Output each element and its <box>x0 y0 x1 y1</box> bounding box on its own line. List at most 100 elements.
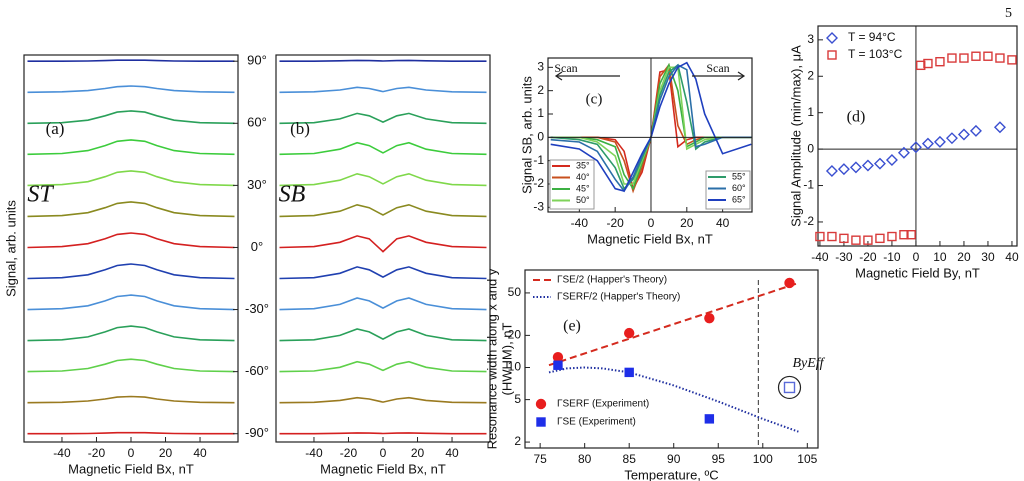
point <box>851 235 861 245</box>
point <box>861 159 874 172</box>
point <box>899 230 909 240</box>
point <box>906 230 916 240</box>
y-tick-label: 10 <box>508 360 522 374</box>
y-tick-label: -1 <box>803 178 814 192</box>
point <box>623 327 635 339</box>
point <box>783 381 796 394</box>
x-tick-label: -20 <box>859 250 877 264</box>
y-tick-label: -60° <box>245 363 269 378</box>
y-tick-label: 30° <box>247 177 267 192</box>
point <box>995 53 1005 63</box>
y-tick-label: 3 <box>537 60 544 74</box>
annotation: SB <box>279 182 306 208</box>
point <box>935 56 945 67</box>
series-line <box>27 358 235 373</box>
point <box>933 135 946 148</box>
y-tick-label: 2 <box>514 434 521 448</box>
x-tick-label: 40 <box>716 216 730 230</box>
y-tick-label: 60° <box>247 115 267 130</box>
x-axis-label: Magnetic Field Bx, nT <box>68 461 194 476</box>
point <box>704 312 715 324</box>
y-axis-label: Signal SB, arb. units <box>519 76 534 194</box>
series-line <box>27 110 235 125</box>
annotation: ST <box>27 182 54 208</box>
point <box>969 124 982 137</box>
annotation: (b) <box>290 119 310 138</box>
x-tick-label: 0 <box>648 216 655 230</box>
annotation: ByEff <box>792 356 825 371</box>
y-tick-label: 1 <box>537 106 544 120</box>
series-line <box>279 203 487 218</box>
series-line <box>27 85 235 94</box>
annotation: Scan <box>554 61 577 75</box>
point <box>535 398 547 410</box>
x-tick-label: 95 <box>712 452 726 466</box>
x-axis-label: Magnetic Field Bx, nT <box>587 231 713 246</box>
page-number: 5 <box>1005 6 1012 21</box>
legend-label: 35° <box>576 160 590 170</box>
x-tick-label: 20 <box>957 250 971 264</box>
point <box>784 277 795 289</box>
x-axis-label: Temperature, ºC <box>624 467 718 481</box>
annotation: Scan <box>706 61 729 75</box>
scan-arrow <box>554 71 620 81</box>
legend-label: T = 94°C <box>848 30 896 44</box>
point <box>947 53 957 63</box>
y-tick-label: -30° <box>245 301 269 316</box>
point <box>624 367 634 378</box>
plot-frame <box>275 54 491 443</box>
x-axis-label: Magnetic Field Bx, nT <box>320 461 446 476</box>
x-tick-label: 20 <box>680 216 694 230</box>
point <box>704 414 715 424</box>
highlight-ring <box>777 375 802 400</box>
x-tick-label: 20 <box>411 446 425 460</box>
point <box>897 146 910 159</box>
y-tick-label: 2 <box>807 68 814 82</box>
y-tick-label: 20 <box>508 328 522 342</box>
point <box>553 360 563 370</box>
x-tick-label: 40 <box>193 446 207 460</box>
x-tick-label: 0 <box>380 446 387 460</box>
series-line <box>279 266 487 280</box>
x-tick-label: 20 <box>159 446 173 460</box>
x-axis-label: Magnetic Field By, nT <box>855 265 980 280</box>
series-line <box>279 396 487 404</box>
legend-label: ΓSERF/2 (Happer's Theory) <box>557 292 680 303</box>
legend-label: 65° <box>732 194 746 204</box>
x-tick-label: 0 <box>913 250 920 264</box>
point <box>885 154 898 167</box>
y-axis-label: Signal Amplitude (min/max), μA <box>788 45 803 227</box>
legend-label: 45° <box>576 183 590 193</box>
y-tick-label: -2 <box>533 176 544 190</box>
y-axis-label: (HWHM), nT <box>499 322 514 395</box>
point <box>923 58 933 69</box>
plot-area <box>27 59 235 435</box>
point <box>921 137 934 150</box>
point <box>887 231 897 242</box>
x-tick-label: 40 <box>1005 250 1019 264</box>
y-tick-label: 0 <box>807 141 814 155</box>
y-tick-label: -2 <box>803 214 814 228</box>
x-tick-label: 0 <box>128 446 135 460</box>
x-tick-label: -40 <box>571 216 589 230</box>
x-tick-label: 90 <box>667 452 681 466</box>
point <box>909 141 922 154</box>
x-tick-label: 85 <box>623 452 637 466</box>
legend-label: 55° <box>732 171 746 181</box>
point <box>971 51 981 61</box>
series-line <box>279 432 487 435</box>
series-line <box>27 325 235 342</box>
series-line <box>279 86 487 94</box>
series-line <box>279 141 487 156</box>
series-line <box>27 201 235 218</box>
point <box>957 128 970 141</box>
y-tick-label: 0° <box>251 239 263 254</box>
annotation: (a) <box>46 119 65 138</box>
y-axis-label: Resonance width along x and y <box>484 268 499 449</box>
point <box>863 235 873 245</box>
y-tick-label: 1 <box>807 105 814 119</box>
plot-area <box>550 61 752 194</box>
x-tick-label: -40 <box>53 446 71 460</box>
series-line <box>279 328 487 342</box>
